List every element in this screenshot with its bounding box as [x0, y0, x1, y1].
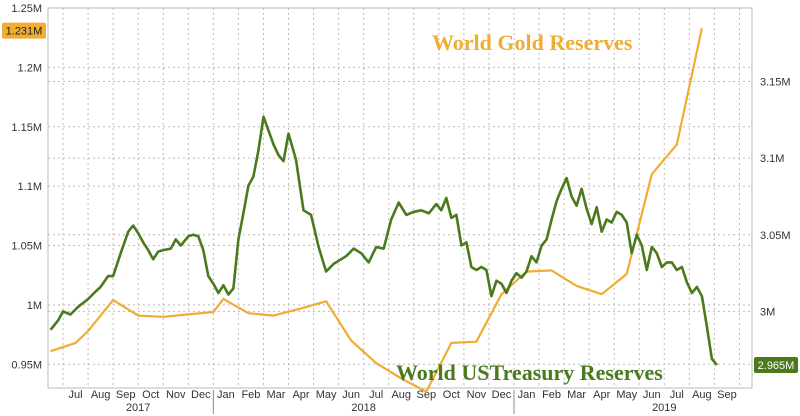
right-tick-label: 3.1M [760, 153, 784, 165]
series-line-left [50, 27, 703, 393]
left-last-value-label: 1.231M [6, 26, 43, 38]
x-tick-label: Dec [191, 389, 211, 401]
year-label: 2018 [351, 402, 375, 414]
x-tick-label: Feb [241, 389, 260, 401]
x-tick-label: Jun [643, 389, 661, 401]
left-tick-label: 1.2M [18, 62, 42, 74]
left-tick-label: 1.05M [11, 241, 42, 253]
left-tick-label: 1.25M [11, 3, 42, 15]
year-label: 2017 [126, 402, 150, 414]
x-tick-label: Mar [567, 389, 586, 401]
right-tick-label: 3.15M [760, 77, 791, 89]
x-tick-label: Jun [342, 389, 360, 401]
x-tick-label: Oct [443, 389, 460, 401]
x-tick-label: Aug [692, 389, 712, 401]
x-tick-label: Jul [69, 389, 83, 401]
right-last-value-badge [754, 357, 798, 374]
left-tick-label: 1M [27, 300, 42, 312]
right-tick-label: 3M [760, 306, 775, 318]
x-tick-label: Feb [542, 389, 561, 401]
gold-annotation: World Gold Reserves [432, 30, 633, 55]
x-tick-label: Nov [467, 389, 487, 401]
x-tick-label: Jul [369, 389, 383, 401]
x-tick-label: Sep [717, 389, 737, 401]
x-tick-label: Aug [91, 389, 111, 401]
left-tick-label: 1.15M [11, 122, 42, 134]
x-tick-label: Apr [593, 389, 610, 401]
left-tick-label: 0.95M [11, 359, 42, 371]
x-tick-label: Oct [142, 389, 159, 401]
x-tick-label: Jan [518, 389, 536, 401]
x-tick-label: Sep [417, 389, 437, 401]
x-tick-label: Jan [217, 389, 235, 401]
treasury-annotation: World USTreasury Reserves [396, 360, 663, 385]
x-tick-label: Sep [116, 389, 136, 401]
series-line-right [49, 115, 718, 366]
x-tick-label: May [316, 389, 337, 401]
x-tick-label: Dec [492, 389, 512, 401]
x-tick-label: Aug [391, 389, 411, 401]
x-tick-label: Jul [670, 389, 684, 401]
x-tick-label: Apr [292, 389, 309, 401]
right-last-value-label: 2.965M [758, 360, 795, 372]
year-label: 2019 [652, 402, 676, 414]
right-tick-label: 3.05M [760, 230, 791, 242]
x-tick-label: Mar [267, 389, 286, 401]
left-last-value-badge [2, 22, 46, 39]
left-tick-label: 1.1M [18, 181, 42, 193]
x-tick-label: May [616, 389, 637, 401]
x-tick-label: Nov [166, 389, 186, 401]
